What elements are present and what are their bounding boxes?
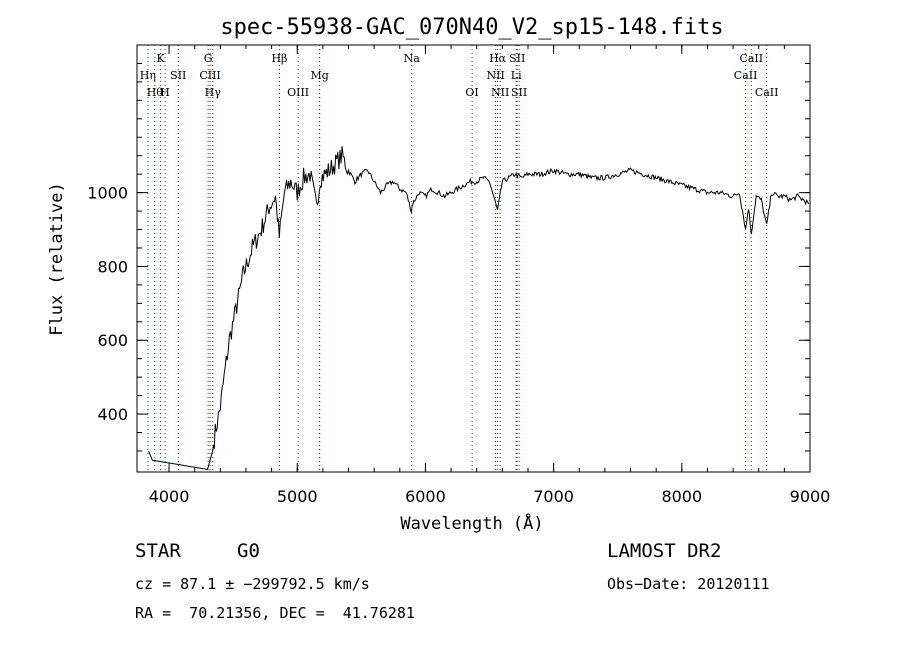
x-tick-label-4: 8000 bbox=[661, 487, 702, 506]
line-label-11: Na bbox=[404, 52, 421, 65]
object-subclass: G0 bbox=[237, 540, 260, 562]
line-label-8: Hβ bbox=[271, 52, 287, 65]
line-label-15: NII bbox=[491, 86, 509, 99]
line-label-9: OIII bbox=[287, 86, 309, 99]
line-label-6: CIII bbox=[199, 69, 220, 82]
line-label-1: Hθ bbox=[147, 86, 164, 99]
line-label-7: Hγ bbox=[205, 86, 222, 99]
line-label-0: Hη bbox=[140, 69, 156, 82]
y-tick-label-0: 400 bbox=[97, 405, 128, 424]
x-tick-label-3: 7000 bbox=[533, 487, 574, 506]
x-axis-label: Wavelength (Å) bbox=[400, 512, 543, 534]
y-axis-label: Flux (relative) bbox=[47, 182, 67, 336]
x-tick-label-0: 4000 bbox=[149, 487, 190, 506]
x-tick-label-1: 5000 bbox=[277, 487, 318, 506]
plot-frame bbox=[136, 44, 811, 473]
line-label-19: CaII bbox=[734, 69, 758, 82]
spectrum-line bbox=[148, 146, 810, 470]
line-label-16: Li bbox=[511, 69, 522, 82]
y-tick-label-2: 800 bbox=[97, 257, 128, 276]
line-label-4: SII bbox=[170, 69, 186, 82]
line-label-2: K bbox=[156, 52, 165, 65]
obs-date: Obs−Date: 20120111 bbox=[607, 575, 770, 593]
line-label-3: H bbox=[160, 86, 170, 99]
line-label-10: Mg bbox=[311, 69, 329, 82]
line-label-20: CaII bbox=[739, 52, 763, 65]
y-tick-label-3: 1000 bbox=[87, 184, 128, 203]
line-label-12: OI bbox=[465, 86, 478, 99]
line-label-13: NII bbox=[487, 69, 505, 82]
spectrum-series bbox=[148, 146, 810, 470]
redshift-text: cz = 87.1 ± −299792.5 km/s bbox=[135, 575, 370, 593]
survey-name: LAMOST DR2 bbox=[607, 540, 722, 562]
emission-line-markers: HηHθKHSIIGCIIIHγHβOIIIMgNaOINIIHαNIILiSI… bbox=[140, 45, 779, 472]
y-tick-label-1: 600 bbox=[97, 331, 128, 350]
axis-ticks: 4000 5000 6000 7000 8000 9000 400 600 800 1000 bbox=[87, 45, 830, 506]
object-class: STAR bbox=[135, 540, 181, 562]
line-label-21: CaII bbox=[755, 86, 779, 99]
line-label-5: G bbox=[204, 52, 213, 65]
coordinates-text: RA = 70.21356, DEC = 41.76281 bbox=[135, 604, 415, 622]
line-label-17: SII bbox=[509, 52, 525, 65]
chart-title: spec-55938-GAC_070N40_V2_sp15-148.fits bbox=[220, 15, 723, 40]
x-tick-label-2: 6000 bbox=[405, 487, 446, 506]
x-tick-label-5: 9000 bbox=[790, 487, 831, 506]
line-label-18: SII bbox=[511, 86, 527, 99]
line-label-14: Hα bbox=[489, 52, 507, 65]
